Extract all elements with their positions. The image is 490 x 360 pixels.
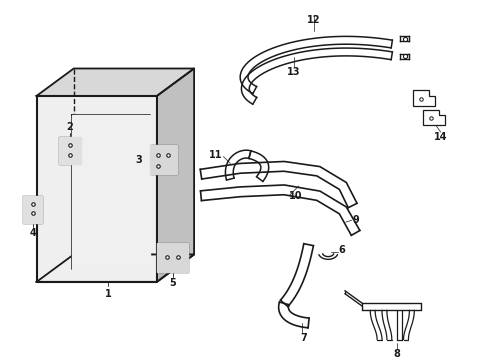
Polygon shape bbox=[59, 137, 80, 165]
Text: 6: 6 bbox=[338, 244, 345, 255]
Polygon shape bbox=[37, 68, 194, 96]
Text: 9: 9 bbox=[353, 215, 359, 225]
Text: 4: 4 bbox=[29, 228, 36, 238]
Text: 11: 11 bbox=[209, 150, 222, 159]
Text: 12: 12 bbox=[307, 15, 320, 25]
Text: 1: 1 bbox=[105, 289, 111, 299]
Polygon shape bbox=[72, 116, 150, 269]
Text: 5: 5 bbox=[169, 278, 176, 288]
Polygon shape bbox=[157, 68, 194, 282]
Text: 14: 14 bbox=[434, 132, 447, 142]
Polygon shape bbox=[23, 196, 43, 223]
Text: 7: 7 bbox=[300, 333, 307, 343]
Text: 2: 2 bbox=[67, 122, 73, 132]
Text: 10: 10 bbox=[289, 191, 302, 201]
Polygon shape bbox=[150, 145, 177, 174]
Text: 13: 13 bbox=[287, 67, 301, 77]
Text: 8: 8 bbox=[393, 349, 400, 359]
Text: 3: 3 bbox=[136, 154, 142, 165]
Polygon shape bbox=[37, 255, 194, 282]
Polygon shape bbox=[37, 96, 157, 282]
Polygon shape bbox=[157, 243, 188, 272]
